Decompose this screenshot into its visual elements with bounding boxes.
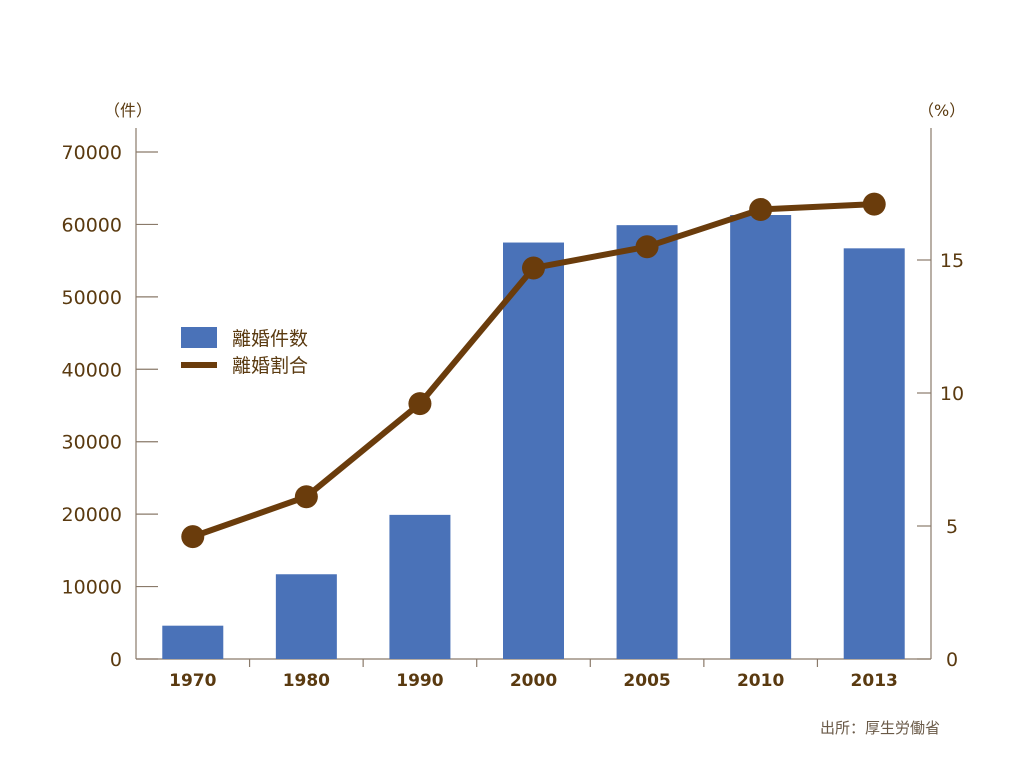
source-note: 出所：厚生労働省 bbox=[820, 719, 940, 737]
x-axis-tick-label: 1990 bbox=[396, 671, 443, 691]
line-point bbox=[749, 197, 773, 221]
right-axis-tick-label: 10 bbox=[940, 383, 964, 405]
bar bbox=[275, 574, 337, 659]
left-axis-tick-label: 0 bbox=[110, 649, 122, 671]
x-axis-tick-label: 2010 bbox=[737, 671, 784, 691]
left-axis-tick-label: 70000 bbox=[62, 142, 122, 164]
bar bbox=[503, 242, 564, 660]
bar bbox=[616, 225, 678, 659]
line-point bbox=[294, 485, 318, 509]
right-axis-unit: （%） bbox=[918, 101, 965, 120]
line-point bbox=[522, 256, 545, 280]
left-axis-tick-label: 50000 bbox=[62, 287, 122, 309]
left-axis-tick-label: 10000 bbox=[62, 577, 122, 599]
left-axis-unit: （件） bbox=[104, 101, 152, 120]
legend: 離婚件数 離婚割合 bbox=[181, 327, 308, 377]
x-axis-tick-label: 2000 bbox=[510, 671, 557, 691]
line-series bbox=[181, 192, 886, 549]
legend-bar-swatch bbox=[181, 327, 217, 348]
line-point bbox=[862, 192, 886, 216]
right-axis-tick-label: 15 bbox=[940, 250, 964, 272]
bar bbox=[730, 215, 792, 659]
line-point bbox=[408, 392, 432, 416]
left-axis-tick-label: 60000 bbox=[62, 214, 122, 236]
bar bbox=[843, 248, 905, 659]
left-axis-tick-label: 30000 bbox=[62, 432, 122, 454]
x-axis-tick-label: 1980 bbox=[283, 671, 330, 691]
bar-series bbox=[162, 215, 905, 660]
right-axis-tick-label: 5 bbox=[946, 516, 958, 538]
legend-line-label: 離婚割合 bbox=[232, 355, 308, 377]
bar bbox=[389, 514, 451, 659]
left-axis-tick-label: 20000 bbox=[62, 504, 122, 526]
bar bbox=[162, 625, 224, 659]
left-axis-tick-label: 40000 bbox=[62, 359, 122, 381]
x-axis-tick-label: 1970 bbox=[169, 671, 216, 691]
legend-bar-label: 離婚件数 bbox=[232, 328, 308, 350]
right-axis-tick-label: 0 bbox=[946, 649, 958, 671]
line-point bbox=[181, 525, 205, 549]
tick-labels: 0 10000 20000 30000 40000 50000 60000 70000 0 5 10… bbox=[62, 142, 965, 691]
x-axis-tick-label: 2005 bbox=[623, 671, 670, 691]
line-point bbox=[635, 235, 659, 259]
x-axis-tick-label: 2013 bbox=[851, 671, 898, 691]
